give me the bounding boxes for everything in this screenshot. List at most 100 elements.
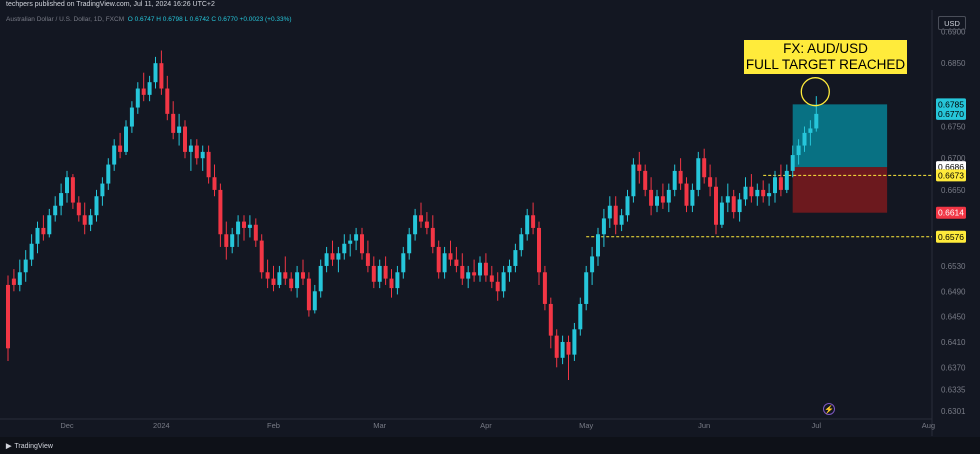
candle-body-52 [312, 291, 317, 311]
candle-body-31 [188, 145, 193, 152]
candle-body-76 [454, 259, 459, 266]
candle-body-34 [206, 151, 211, 178]
price-label-bg-5 [936, 230, 966, 243]
candle-body-107 [637, 164, 642, 171]
x-tick-label-8: Aug [922, 421, 935, 430]
candle-body-118 [702, 158, 707, 178]
candle-body-71 [424, 221, 429, 228]
candle-body-28 [171, 113, 176, 133]
candle-body-115 [684, 183, 689, 206]
candle-body-27 [165, 88, 170, 114]
y-tick-label-10: 0.6335 [941, 385, 966, 394]
candle-body-54 [324, 253, 329, 266]
candle-body-47 [283, 272, 288, 279]
y-tick-label-1: 0.6850 [941, 59, 966, 68]
y-tick-label-4: 0.6650 [941, 186, 966, 195]
candle-body-51 [306, 278, 311, 311]
candle-body-92 [548, 303, 553, 336]
candle-body-75 [448, 253, 453, 260]
price-label-0: 0.6785 [938, 99, 964, 109]
candle-body-135 [802, 132, 807, 146]
candle-body-105 [625, 196, 630, 216]
candle-body-112 [666, 189, 671, 203]
candle-body-43 [259, 240, 264, 273]
x-tick-label-7: Jul [812, 421, 822, 430]
candle-body-44 [265, 272, 270, 279]
candle-body-5 [35, 227, 40, 244]
price-label-1: 0.6770 [938, 109, 964, 119]
x-tick-label-3: Mar [373, 421, 386, 430]
candle-body-64 [383, 265, 388, 279]
candle-body-120 [714, 186, 718, 225]
candle-body-56 [336, 253, 341, 260]
candle-body-59 [354, 234, 359, 241]
candle-body-88 [525, 215, 530, 235]
tv-logo-icon: ▶ [6, 443, 12, 450]
y-tick-label-0: 0.6900 [941, 28, 966, 37]
candle-body-36 [218, 189, 223, 235]
candle-body-132 [784, 170, 789, 190]
candle-body-67 [401, 253, 406, 273]
candle-body-85 [507, 265, 512, 273]
candle-body-97 [578, 303, 583, 330]
x-tick-label-6: Jun [698, 421, 710, 430]
candle-body-29 [177, 126, 182, 133]
candle-body-39 [236, 221, 241, 235]
candle-body-23 [141, 88, 146, 95]
candle-body-116 [690, 189, 695, 206]
candle-body-130 [773, 177, 777, 194]
y-tick-label-9: 0.6370 [941, 363, 966, 372]
lightning-icon[interactable]: ⚡ [823, 403, 835, 415]
candle-body-110 [655, 196, 659, 206]
candle-body-77 [460, 265, 465, 279]
candle-body-102 [607, 205, 612, 219]
candle-body-133 [790, 155, 795, 171]
candle-body-3 [23, 259, 28, 273]
candle-body-87 [519, 234, 524, 251]
candle-body-128 [761, 189, 766, 197]
y-tick-label-11: 0.6301 [941, 407, 966, 416]
candle-body-111 [660, 196, 665, 203]
candle-body-12 [76, 202, 81, 216]
annotation-line-1: FX: AUD/USD [783, 41, 868, 56]
candle-body-126 [749, 186, 754, 197]
candle-body-125 [743, 186, 748, 200]
y-tick-label-5: 0.6530 [941, 262, 966, 271]
candle-body-82 [489, 275, 494, 282]
candle-body-98 [584, 272, 589, 304]
x-tick-label-2: Feb [267, 421, 280, 430]
candle-body-30 [183, 126, 187, 152]
candle-body-69 [413, 215, 418, 235]
candle-body-8 [53, 205, 58, 216]
candle-body-121 [719, 202, 724, 225]
currency-button[interactable]: USD [938, 16, 966, 30]
candle-body-74 [442, 253, 447, 273]
x-tick-label-4: Apr [480, 421, 492, 430]
candle-body-55 [330, 253, 335, 260]
price-label-bg-1 [936, 107, 966, 120]
candle-body-137 [814, 113, 819, 129]
candle-body-22 [135, 88, 140, 108]
candle-body-80 [478, 262, 482, 276]
candle-body-16 [100, 183, 105, 197]
candle-body-4 [29, 243, 34, 260]
price-label-2: 0.6686 [938, 162, 964, 172]
candle-body-35 [212, 177, 217, 190]
candle-body-9 [59, 193, 64, 206]
candle-body-45 [271, 278, 276, 285]
candle-body-46 [277, 272, 282, 285]
tradingview-logo-text: TradingView [14, 443, 53, 450]
candle-body-48 [289, 278, 294, 289]
candle-body-117 [696, 158, 701, 190]
candle-body-19 [118, 145, 123, 152]
candle-body-13 [82, 215, 87, 225]
candle-body-89 [531, 215, 536, 228]
price-label-bg-4 [936, 206, 966, 219]
candle-body-18 [112, 145, 117, 165]
candle-body-20 [124, 126, 128, 152]
candle-body-68 [407, 234, 412, 254]
candle-body-94 [560, 341, 565, 358]
price-label-bg-3 [936, 169, 966, 182]
candle-body-65 [389, 278, 394, 289]
